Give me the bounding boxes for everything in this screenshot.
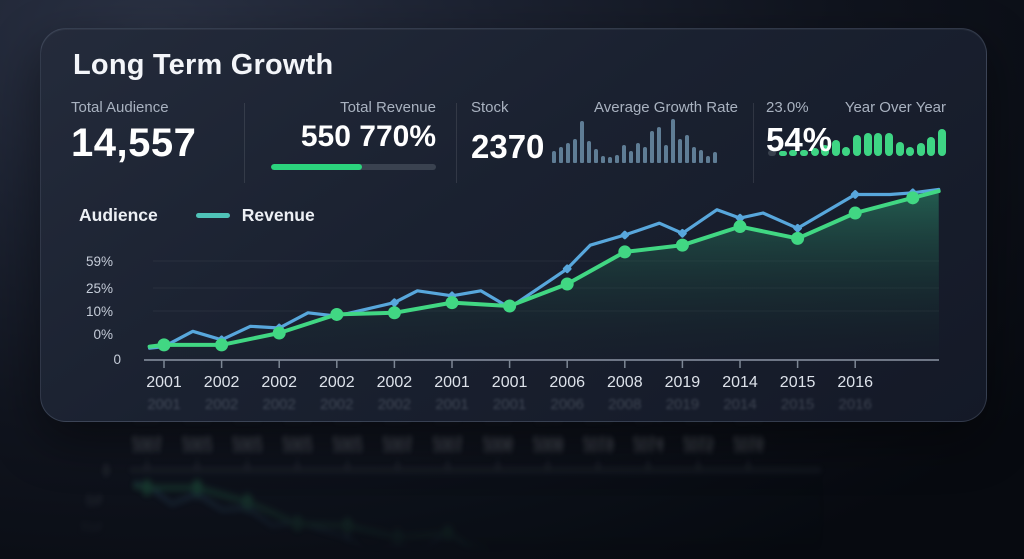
svg-text:0: 0 bbox=[103, 462, 110, 480]
svg-text:2002: 2002 bbox=[378, 396, 411, 413]
stat-year-over-year: 23.0% Year Over Year 54% bbox=[766, 99, 946, 171]
growth-line-chart: 2001 2001 2002 2002 2002 2002 2002 2002 2002 2002… bbox=[41, 181, 986, 421]
svg-text:0%: 0% bbox=[86, 492, 103, 510]
svg-text:2014: 2014 bbox=[633, 433, 664, 455]
svg-text:2016: 2016 bbox=[733, 433, 764, 455]
total-audience-label: Total Audience bbox=[71, 99, 169, 116]
svg-text:25%: 25% bbox=[79, 546, 103, 559]
svg-text:2019: 2019 bbox=[666, 396, 699, 413]
total-revenue-value: 550 770% bbox=[300, 120, 436, 153]
svg-text:2002: 2002 bbox=[377, 374, 413, 391]
svg-text:2006: 2006 bbox=[549, 374, 585, 391]
stock-bars-chart bbox=[552, 116, 738, 163]
svg-text:2001: 2001 bbox=[492, 374, 528, 391]
svg-text:2001: 2001 bbox=[132, 433, 163, 455]
svg-text:2006: 2006 bbox=[551, 396, 584, 413]
stat-divider bbox=[753, 103, 754, 183]
svg-text:2001: 2001 bbox=[432, 433, 463, 455]
legend-line-swatch bbox=[195, 213, 230, 218]
stat-divider bbox=[244, 103, 245, 183]
year-over-year-label: Year Over Year bbox=[844, 99, 946, 116]
yoy-rate-label: 23.0% bbox=[766, 99, 809, 116]
svg-text:2014: 2014 bbox=[723, 396, 756, 413]
svg-text:2002: 2002 bbox=[282, 433, 313, 455]
svg-text:2002: 2002 bbox=[261, 374, 297, 391]
svg-text:2002: 2002 bbox=[263, 396, 296, 413]
legend-audience-label: Audience bbox=[79, 205, 158, 225]
stock-value: 2370 bbox=[471, 128, 545, 165]
svg-text:2008: 2008 bbox=[607, 374, 643, 391]
svg-text:2001: 2001 bbox=[435, 396, 468, 413]
svg-text:25%: 25% bbox=[86, 281, 113, 296]
svg-text:2002: 2002 bbox=[232, 433, 263, 455]
chart-legend: Audience Revenue bbox=[79, 205, 315, 226]
svg-text:2001: 2001 bbox=[382, 433, 413, 455]
svg-text:2002: 2002 bbox=[204, 374, 240, 391]
svg-text:2015: 2015 bbox=[780, 374, 816, 391]
stat-total-audience: Total Audience 14,557 bbox=[71, 99, 241, 171]
stat-divider bbox=[456, 103, 457, 183]
yoy-value: 54% bbox=[766, 121, 833, 158]
svg-text:2006: 2006 bbox=[482, 433, 513, 455]
svg-text:2002: 2002 bbox=[182, 433, 213, 455]
svg-text:10%: 10% bbox=[79, 519, 103, 537]
average-growth-rate-label: Average Growth Rate bbox=[594, 99, 738, 116]
stock-label: Stock bbox=[471, 99, 509, 116]
page-title: Long Term Growth bbox=[73, 49, 334, 81]
stat-total-revenue: Total Revenue 550 770% bbox=[266, 99, 436, 171]
line-chart-canvas: 2001 2001 2002 2002 2002 2002 2002 2002 2002 2002… bbox=[86, 187, 941, 413]
svg-text:59%: 59% bbox=[86, 254, 113, 269]
svg-text:2001: 2001 bbox=[147, 396, 180, 413]
svg-text:0: 0 bbox=[113, 352, 121, 367]
svg-text:2002: 2002 bbox=[205, 396, 238, 413]
svg-text:2001: 2001 bbox=[146, 374, 182, 391]
svg-text:2002: 2002 bbox=[320, 396, 353, 413]
svg-text:2001: 2001 bbox=[493, 396, 526, 413]
stat-stock: Stock Average Growth Rate 2370 bbox=[471, 99, 738, 171]
svg-text:2015: 2015 bbox=[781, 396, 814, 413]
line-chart-reflection-canvas: 2001200120022002200220022002200220022002… bbox=[79, 421, 823, 559]
svg-text:2002: 2002 bbox=[332, 433, 363, 455]
svg-text:10%: 10% bbox=[86, 304, 113, 319]
svg-text:2008: 2008 bbox=[608, 396, 641, 413]
total-audience-value: 14,557 bbox=[71, 121, 197, 165]
revenue-progress-bar bbox=[271, 164, 436, 170]
svg-text:2019: 2019 bbox=[583, 433, 614, 455]
card-reflection: 2001200120022002200220022002200220022002… bbox=[40, 421, 985, 559]
svg-text:2001: 2001 bbox=[434, 374, 470, 391]
svg-text:2016: 2016 bbox=[839, 396, 872, 413]
svg-text:2014: 2014 bbox=[722, 374, 758, 391]
svg-text:2019: 2019 bbox=[665, 374, 701, 391]
yoy-bars-chart bbox=[768, 126, 946, 156]
legend-revenue-label: Revenue bbox=[241, 205, 315, 225]
svg-text:2008: 2008 bbox=[532, 433, 563, 455]
total-revenue-label: Total Revenue bbox=[340, 99, 436, 116]
svg-text:2002: 2002 bbox=[319, 374, 355, 391]
svg-text:2015: 2015 bbox=[683, 433, 714, 455]
svg-text:2016: 2016 bbox=[837, 374, 873, 391]
growth-card: Long Term Growth Total Audience 14,557 T… bbox=[40, 28, 987, 422]
svg-text:0%: 0% bbox=[93, 327, 113, 342]
